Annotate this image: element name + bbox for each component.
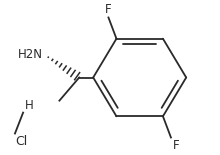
Text: H2N: H2N xyxy=(18,48,43,61)
Text: F: F xyxy=(105,3,112,16)
Text: Cl: Cl xyxy=(15,135,27,148)
Text: F: F xyxy=(173,140,180,152)
Text: H: H xyxy=(25,99,34,112)
